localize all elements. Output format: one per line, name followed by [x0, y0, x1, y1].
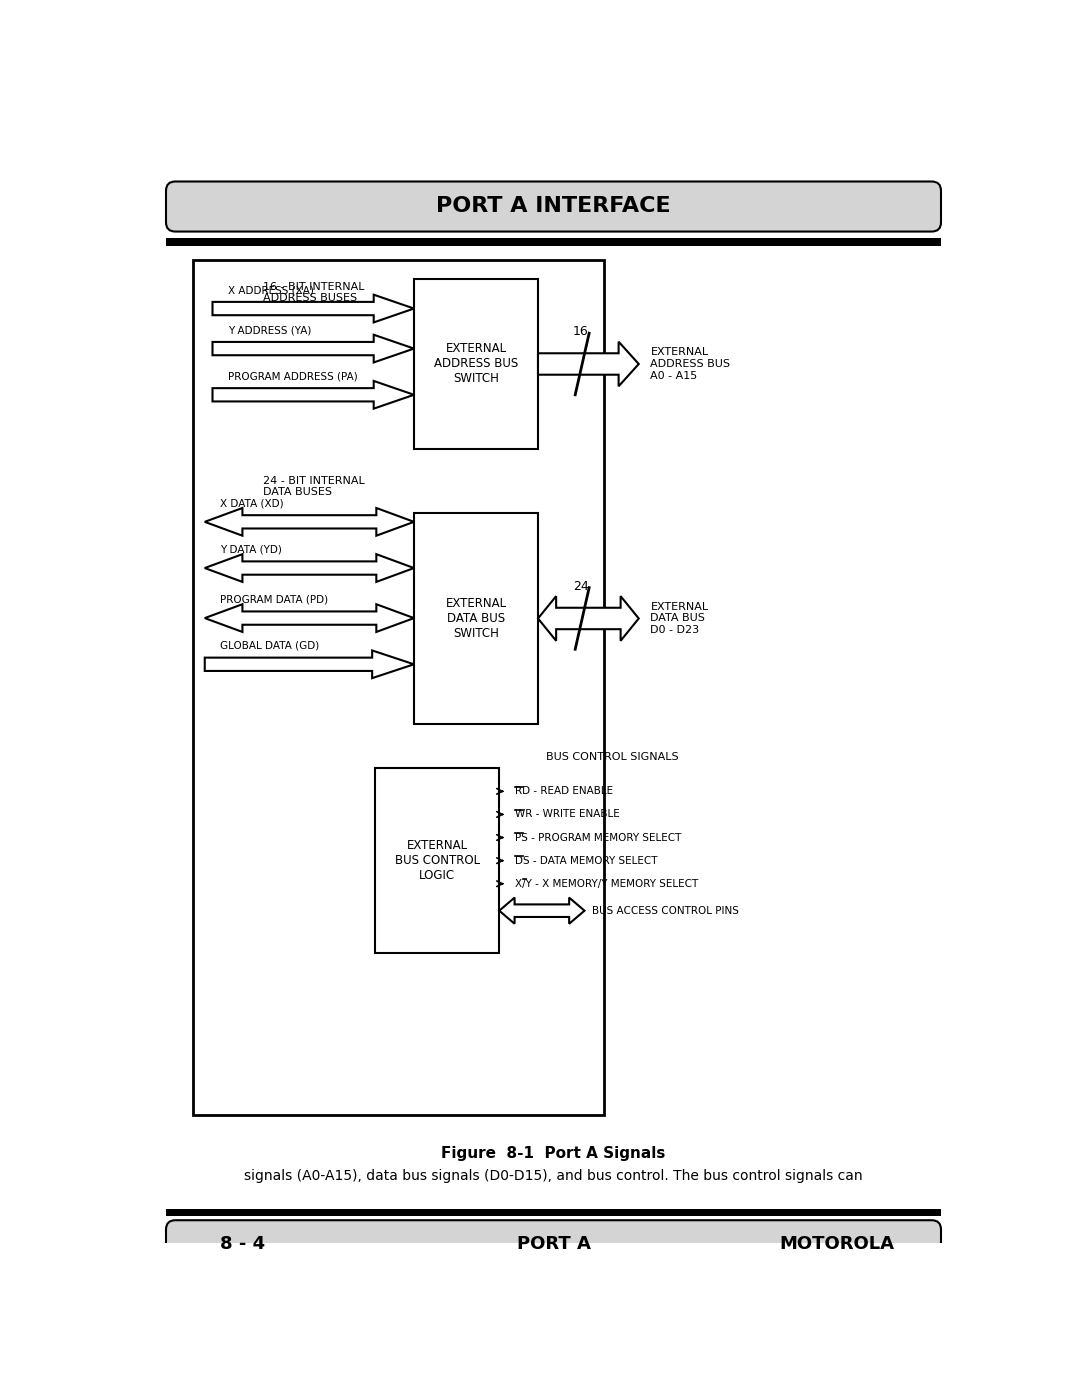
- Text: PROGRAM ADDRESS (PA): PROGRAM ADDRESS (PA): [228, 372, 357, 381]
- Bar: [193, 260, 604, 1115]
- Bar: [375, 768, 499, 953]
- Text: MOTOROLA: MOTOROLA: [780, 1235, 894, 1253]
- Polygon shape: [205, 509, 414, 535]
- Text: 8 - 4: 8 - 4: [220, 1235, 266, 1253]
- Text: 16 - BIT INTERNAL
ADDRESS BUSES: 16 - BIT INTERNAL ADDRESS BUSES: [262, 282, 364, 303]
- Text: PORT A: PORT A: [516, 1235, 591, 1253]
- Text: DS - DATA MEMORY SELECT: DS - DATA MEMORY SELECT: [515, 855, 658, 866]
- Text: BUS ACCESS CONTROL PINS: BUS ACCESS CONTROL PINS: [592, 905, 739, 915]
- FancyBboxPatch shape: [166, 1220, 941, 1268]
- Text: 16: 16: [572, 326, 589, 338]
- Polygon shape: [205, 651, 414, 678]
- Text: EXTERNAL
ADDRESS BUS
SWITCH: EXTERNAL ADDRESS BUS SWITCH: [434, 342, 518, 386]
- Text: GLOBAL DATA (GD): GLOBAL DATA (GD): [220, 641, 320, 651]
- Text: Figure  8-1  Port A Signals: Figure 8-1 Port A Signals: [442, 1146, 665, 1161]
- Text: WR - WRITE ENABLE: WR - WRITE ENABLE: [515, 809, 620, 820]
- Text: 24 - BIT INTERNAL
DATA BUSES: 24 - BIT INTERNAL DATA BUSES: [262, 475, 365, 497]
- Polygon shape: [205, 605, 414, 631]
- Polygon shape: [213, 381, 414, 409]
- Polygon shape: [538, 342, 638, 387]
- Polygon shape: [205, 555, 414, 583]
- Text: EXTERNAL
ADDRESS BUS
A0 - A15: EXTERNAL ADDRESS BUS A0 - A15: [650, 348, 730, 380]
- Text: PORT A INTERFACE: PORT A INTERFACE: [436, 196, 671, 217]
- Text: signals (A0-A15), data bus signals (D0-D15), and bus control. The bus control si: signals (A0-A15), data bus signals (D0-D…: [244, 1169, 863, 1183]
- Polygon shape: [499, 898, 584, 923]
- Text: X DATA (XD): X DATA (XD): [220, 499, 284, 509]
- Text: PS - PROGRAM MEMORY SELECT: PS - PROGRAM MEMORY SELECT: [515, 833, 681, 842]
- Text: PROGRAM DATA (PD): PROGRAM DATA (PD): [220, 595, 328, 605]
- Text: Y DATA (YD): Y DATA (YD): [220, 545, 282, 555]
- Bar: [414, 513, 538, 725]
- Bar: [414, 279, 538, 448]
- Polygon shape: [538, 597, 638, 641]
- Bar: [166, 1208, 941, 1217]
- Text: X/Y - X MEMORY/Y MEMORY SELECT: X/Y - X MEMORY/Y MEMORY SELECT: [515, 879, 698, 888]
- Text: RD - READ ENABLE: RD - READ ENABLE: [515, 787, 612, 796]
- Text: EXTERNAL
DATA BUS
SWITCH: EXTERNAL DATA BUS SWITCH: [445, 597, 507, 640]
- Polygon shape: [213, 335, 414, 362]
- Text: EXTERNAL
BUS CONTROL
LOGIC: EXTERNAL BUS CONTROL LOGIC: [394, 840, 480, 882]
- Text: Y ADDRESS (YA): Y ADDRESS (YA): [228, 326, 311, 335]
- Text: BUS CONTROL SIGNALS: BUS CONTROL SIGNALS: [545, 752, 678, 761]
- Text: X ADDRESS (XA): X ADDRESS (XA): [228, 285, 314, 295]
- Text: EXTERNAL
DATA BUS
D0 - D23: EXTERNAL DATA BUS D0 - D23: [650, 602, 708, 636]
- Bar: [166, 239, 941, 246]
- Text: 24: 24: [572, 580, 589, 592]
- Polygon shape: [213, 295, 414, 323]
- FancyBboxPatch shape: [166, 182, 941, 232]
